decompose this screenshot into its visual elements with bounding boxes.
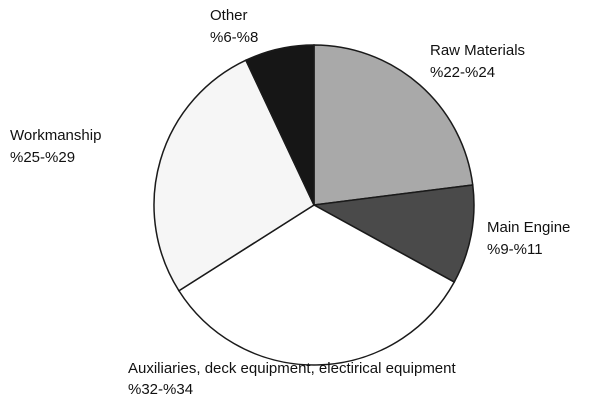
pie-slice-auxiliaries: [177, 204, 456, 366]
pie-slice-other: [244, 44, 315, 206]
slice-range-main-engine: %9-%11: [487, 241, 543, 258]
slice-label-raw-materials: Raw Materials: [430, 42, 525, 59]
slice-range-raw-materials: %22-%24: [430, 64, 495, 81]
slice-range-workmanship: %25-%29: [10, 149, 75, 166]
slice-label-other: Other: [210, 7, 248, 24]
slice-label-main-engine: Main Engine: [487, 219, 570, 236]
slice-range-auxiliaries: %32-%34: [128, 381, 193, 398]
pie-slice-main-engine: [311, 184, 475, 284]
slice-label-auxiliaries: Auxiliaries, deck equipment, electirical…: [128, 360, 456, 377]
slice-range-other: %6-%8: [210, 29, 258, 46]
pie-slice-workmanship: [153, 59, 315, 292]
pie-slices: [153, 44, 475, 366]
slice-label-workmanship: Workmanship: [10, 127, 101, 144]
slice-labels: Raw Materials %22-%24 Main Engine %9-%11…: [10, 7, 570, 398]
pie-slice-raw-materials: [313, 44, 474, 206]
